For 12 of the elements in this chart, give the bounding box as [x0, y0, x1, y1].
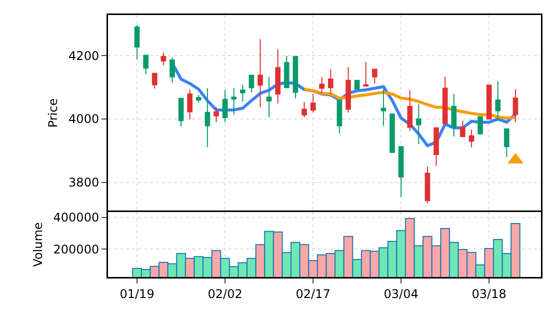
- y-axis-title: Price: [46, 98, 60, 128]
- x-tick-label: 03/18: [472, 286, 506, 301]
- y-tick-label: 4000: [68, 112, 100, 126]
- y-tick-label: 4200: [68, 48, 100, 63]
- x-tick-label: 01/19: [120, 286, 154, 301]
- x-tick-label: 02/02: [208, 286, 242, 301]
- x-tick-label: 02/17: [296, 286, 330, 301]
- y-axis-title: Volume: [30, 222, 45, 267]
- y-tick-label: 400000: [53, 210, 100, 225]
- y-tick-label: 200000: [53, 242, 100, 256]
- y-tick-label: 3800: [68, 176, 100, 190]
- x-tick-label: 03/04: [384, 286, 418, 301]
